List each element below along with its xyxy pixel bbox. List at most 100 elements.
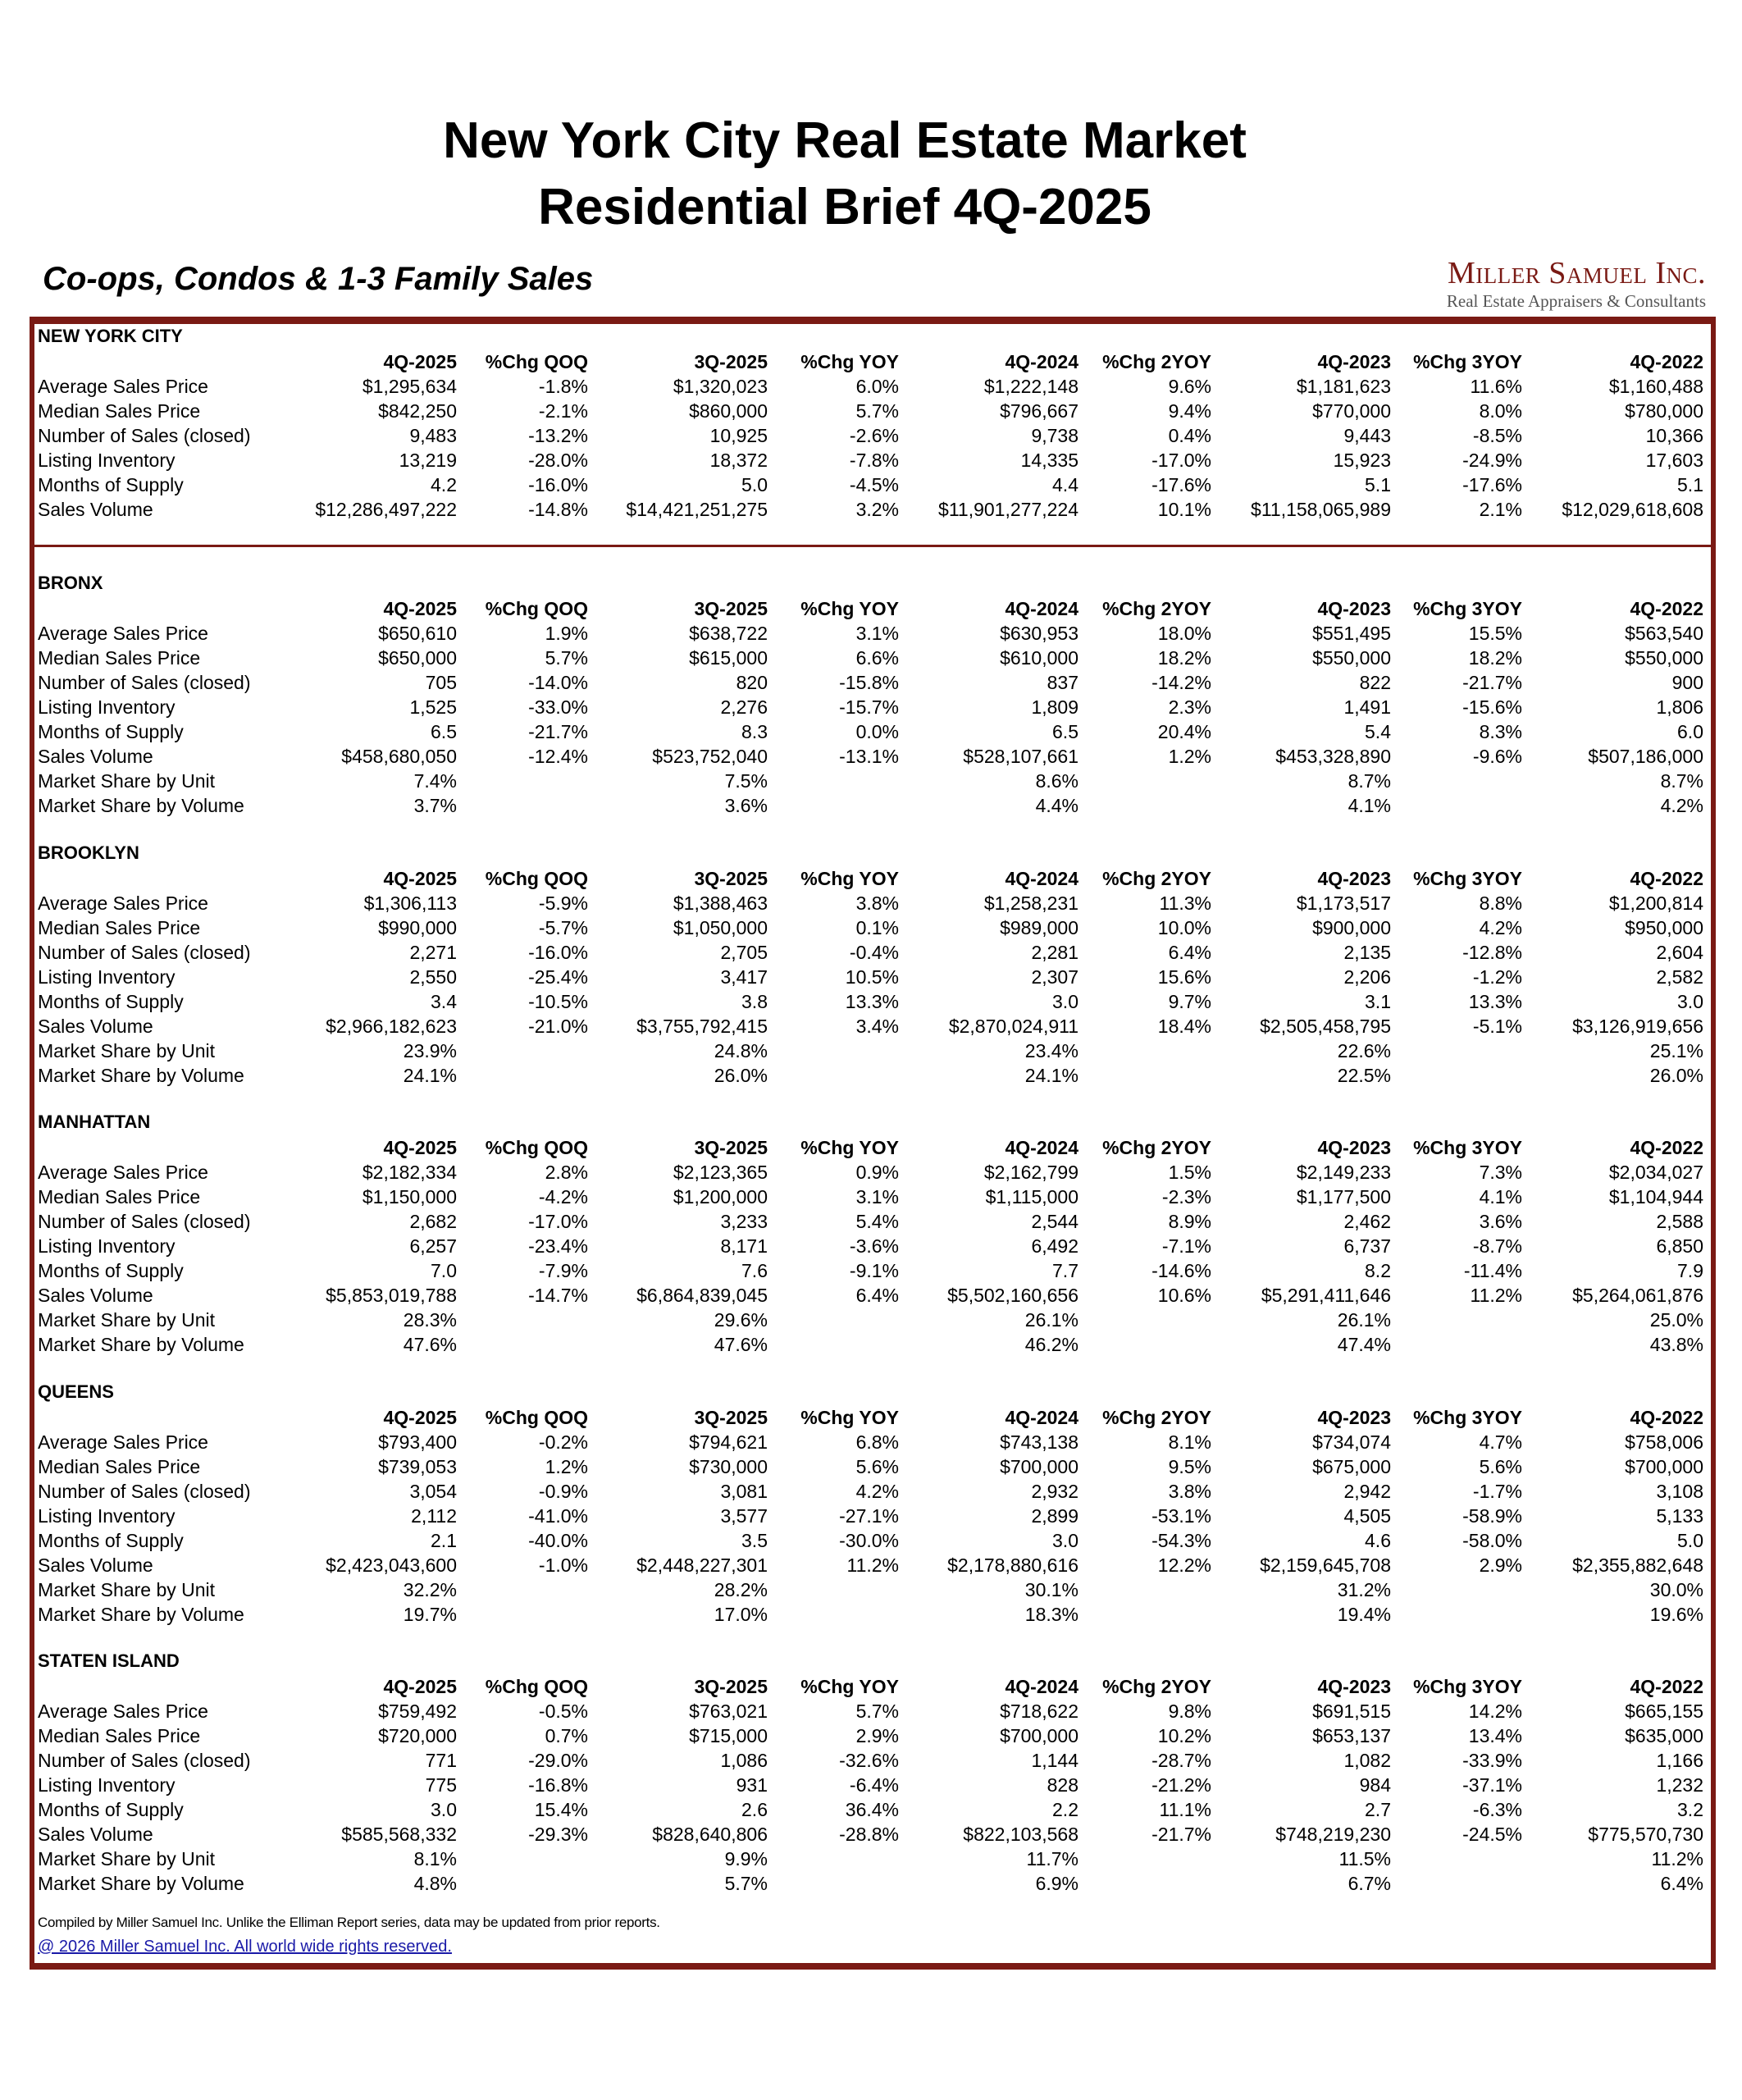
data-cell: $989,000 [1000, 916, 1078, 938]
data-cell: $2,159,645,708 [1260, 1554, 1391, 1576]
table-row: Market Share by Unit 8.1% 9.9% 11.7% 11.5% 11… [0, 1847, 1742, 1871]
data-cell: 1,809 [1031, 696, 1078, 718]
column-header-row: 4Q-2025 %Chg QOQ 3Q-2025 %Chg YOY 4Q-2024 %Ch… [0, 349, 1742, 374]
data-cell: 10.0% [1157, 916, 1211, 938]
data-cell: 18.2% [1157, 647, 1211, 669]
section-heading: NEW YORK CITY [38, 326, 183, 346]
row-label: Average Sales Price [38, 376, 208, 397]
data-cell: 1.9% [545, 623, 588, 644]
data-cell: $5,502,160,656 [947, 1285, 1078, 1306]
data-cell: $748,219,230 [1275, 1824, 1391, 1845]
section-heading-row: NEW YORK CITY [0, 324, 1742, 349]
data-cell: 15.4% [534, 1799, 588, 1820]
row-label: Months of Supply [38, 1529, 184, 1551]
data-cell: $900,000 [1312, 916, 1391, 938]
data-cell: 2.9% [855, 1725, 899, 1746]
data-cell: 4.2% [1660, 795, 1703, 816]
data-cell: $1,388,463 [673, 892, 768, 914]
data-cell: $950,000 [1625, 916, 1703, 938]
data-cell: -16.0% [528, 474, 588, 495]
data-cell: 828 [1047, 1774, 1078, 1796]
data-cell: 36.4% [845, 1799, 899, 1820]
data-cell: 6,737 [1343, 1235, 1391, 1257]
column-header: %Chg 2YOY [1102, 351, 1211, 372]
data-cell: 3.0 [1052, 1529, 1078, 1551]
data-cell: 11.7% [1026, 1848, 1078, 1869]
data-cell: 9.5% [1168, 1455, 1211, 1477]
column-header: 3Q-2025 [694, 598, 768, 619]
data-cell: -14.2% [1151, 672, 1211, 693]
table-row: Median Sales Price $990,000 -5.7% $1,050,00… [0, 915, 1742, 940]
data-cell: -0.4% [849, 941, 899, 963]
data-cell: -21.7% [528, 721, 588, 742]
column-header: %Chg 3YOY [1413, 1137, 1522, 1158]
data-cell: -15.8% [839, 672, 899, 693]
data-cell: $743,138 [1000, 1431, 1078, 1453]
row-label: Listing Inventory [38, 1504, 176, 1527]
data-cell: -16.8% [528, 1774, 588, 1796]
data-cell: -8.7% [1472, 1235, 1522, 1257]
column-header: %Chg QOQ [485, 1406, 588, 1428]
table-row: Months of Supply 3.0 15.4% 2.6 36.4% 2.2 11.1%… [0, 1797, 1742, 1822]
data-cell: 2.7 [1365, 1799, 1391, 1820]
data-cell: 19.4% [1337, 1603, 1391, 1625]
data-cell: 8.1% [1168, 1431, 1211, 1453]
row-label: Median Sales Price [38, 1455, 201, 1477]
data-cell: 25.0% [1649, 1309, 1703, 1331]
data-cell: $550,000 [1625, 647, 1703, 669]
column-header: 3Q-2025 [694, 351, 768, 372]
data-cell: 3.8 [741, 990, 768, 1012]
column-header: 4Q-2024 [1005, 1406, 1078, 1428]
data-cell: -1.0% [538, 1554, 588, 1576]
data-cell: $653,137 [1312, 1725, 1391, 1746]
data-cell: $563,540 [1625, 623, 1703, 644]
data-cell: $1,115,000 [985, 1186, 1078, 1208]
data-cell: -14.7% [528, 1285, 588, 1306]
data-cell: 5.1 [1677, 474, 1703, 495]
company-logo: Miller Samuel Inc. Real Estate Appraiser… [1394, 256, 1706, 312]
data-cell: 18.3% [1024, 1603, 1078, 1625]
data-cell: -0.9% [538, 1480, 588, 1502]
data-cell: 2.9% [1479, 1554, 1522, 1576]
page-title-line1: New York City Real Estate Market [443, 112, 1247, 169]
data-cell: 8.3% [1479, 721, 1522, 742]
data-cell: 5.7% [855, 400, 899, 422]
row-label: Months of Supply [38, 474, 184, 495]
data-cell: -14.8% [528, 499, 588, 520]
section-heading: BROOKLYN [38, 842, 139, 863]
copyright-link[interactable]: @ 2026 Miller Samuel Inc. All world wide… [38, 1938, 452, 1956]
data-cell: 2,135 [1343, 941, 1391, 963]
data-cell: $775,570,730 [1588, 1824, 1703, 1845]
data-cell: 3.0 [1677, 990, 1703, 1012]
column-header: 4Q-2024 [1005, 351, 1078, 372]
data-cell: 4.1% [1348, 795, 1391, 816]
data-cell: 17,603 [1645, 450, 1703, 471]
data-cell: $458,680,050 [341, 746, 457, 767]
data-cell: $1,200,000 [673, 1186, 768, 1208]
data-cell: 29.6% [714, 1309, 768, 1331]
data-cell: 2,206 [1343, 966, 1391, 988]
data-cell: 10.5% [845, 966, 899, 988]
data-cell: 25.1% [1649, 1039, 1703, 1061]
data-cell: -16.0% [528, 941, 588, 963]
column-header: %Chg QOQ [485, 1137, 588, 1158]
data-cell: 5.4% [855, 1211, 899, 1232]
data-cell: -28.7% [1151, 1750, 1211, 1771]
data-cell: 8,171 [720, 1235, 768, 1257]
row-label: Average Sales Price [38, 623, 208, 644]
data-cell: $1,306,113 [363, 892, 457, 914]
data-cell: $2,423,043,600 [326, 1554, 457, 1576]
table-row: Sales Volume $2,966,182,623 -21.0% $3,755,7… [0, 1014, 1742, 1039]
data-cell: 6.4% [855, 1285, 899, 1306]
data-cell: $763,021 [689, 1701, 768, 1722]
data-cell: 26.0% [1649, 1064, 1703, 1086]
data-cell: 1.5% [1168, 1162, 1211, 1183]
data-cell: -58.9% [1462, 1504, 1522, 1527]
row-label: Months of Supply [38, 1799, 184, 1820]
data-cell: 14.2% [1468, 1701, 1522, 1722]
section-heading-row: MANHATTAN [0, 1110, 1742, 1134]
data-cell: -5.7% [538, 916, 588, 938]
data-cell: $1,160,488 [1608, 376, 1703, 397]
data-cell: $5,291,411,646 [1261, 1285, 1391, 1306]
data-cell: 820 [736, 672, 768, 693]
